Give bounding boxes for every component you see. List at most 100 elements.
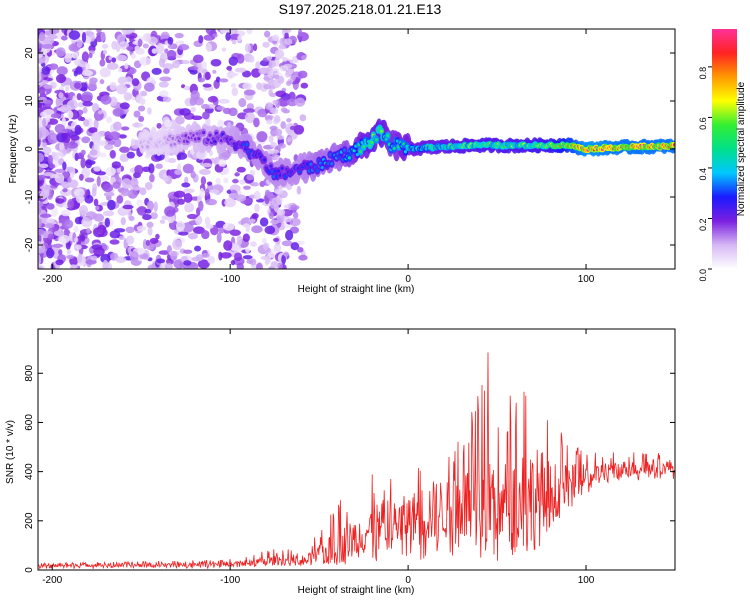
- spectrogram-noise-blob: [184, 202, 195, 213]
- colorbar: 0.0 0.2 0.4 0.6 0.8 Normalized spectral ampl…: [698, 29, 747, 282]
- spectrogram-noise-blob: [198, 200, 204, 212]
- spectrogram-noise-blob: [112, 107, 125, 117]
- spectrogram-noise-blob: [296, 185, 302, 195]
- spectrogram-ridge-core: [362, 145, 366, 149]
- spectrogram-noise-blob: [174, 115, 185, 125]
- spectrogram-noise-blob: [81, 91, 93, 102]
- spectrogram-noise-blob: [202, 111, 210, 120]
- spectrogram-noise-blob: [38, 201, 44, 207]
- spectrogram-noise-blob: [105, 167, 116, 177]
- spectrogram-noise-blob: [277, 75, 285, 84]
- spectrogram-noise-blob: [200, 176, 207, 186]
- spectrogram-noise-blob: [38, 207, 41, 215]
- spectrogram-noise-blob: [253, 43, 258, 52]
- snr-series-line: [38, 352, 675, 570]
- spectrogram-noise-blob: [236, 262, 244, 269]
- spectrogram-noise-blob: [135, 94, 144, 104]
- spectrogram-noise-blob: [230, 259, 236, 266]
- spectrogram-noise-blob: [253, 190, 261, 200]
- spectrogram-ridge-core: [370, 140, 374, 144]
- spectrogram-noise-blob: [234, 67, 247, 73]
- spectrogram-noise-blob: [234, 252, 243, 262]
- spectrogram-noise-blob: [47, 132, 59, 144]
- spectrogram-noise-blob: [280, 107, 288, 113]
- spectrogram-noise-blob: [222, 107, 232, 115]
- spectrogram-noise-blob: [199, 168, 211, 175]
- spectrogram-noise-blob: [115, 54, 128, 62]
- spectrogram-noise-blob: [93, 118, 99, 130]
- spectrogram-noise-blob: [41, 43, 54, 49]
- spectrogram-noise-blob: [155, 233, 160, 240]
- spectrogram-noise-blob: [103, 191, 115, 197]
- spectrogram-noise-blob: [281, 56, 288, 62]
- spectrogram-noise-blob: [287, 136, 293, 142]
- spectrogram-noise-blob: [145, 239, 151, 246]
- spectrogram-noise-blob: [272, 99, 279, 105]
- spectrogram-noise-blob: [105, 116, 113, 124]
- spectrogram-noise-blob: [42, 84, 54, 89]
- spectrogram-noise-blob: [301, 55, 307, 60]
- spectrogram-ridge-core: [358, 149, 363, 154]
- spectrogram-noise-blob: [200, 103, 210, 110]
- spectrogram-noise-blob: [71, 52, 79, 59]
- spectrogram-noise-blob: [299, 114, 307, 122]
- spectrogram-noise-blob: [203, 34, 215, 41]
- spectrogram-noise-blob: [222, 222, 235, 231]
- spectrogram-noise-blob: [183, 192, 193, 203]
- spectrogram-noise-blob: [164, 206, 176, 217]
- colorbar-tick-label: 0.8: [698, 67, 708, 80]
- spectrogram-noise-blob: [210, 58, 222, 67]
- spectrogram-noise-blob: [215, 76, 221, 83]
- spectrogram-noise-blob: [83, 119, 90, 127]
- spectrogram-noise-blob: [195, 254, 204, 261]
- spectrogram-noise-blob: [251, 182, 259, 187]
- spectrogram-noise-blob: [244, 112, 256, 124]
- spectrogram-noise-blob: [51, 151, 56, 158]
- spectrogram-noise-blob: [111, 161, 122, 169]
- spectrogram-noise-blob: [118, 134, 127, 139]
- spectrogram-noise-blob: [121, 126, 130, 131]
- snr-frame: [37, 328, 676, 571]
- spectrogram-noise-blob: [66, 166, 74, 173]
- spectrogram-noise-blob: [162, 63, 175, 70]
- spectrogram-noise-blob: [190, 106, 196, 113]
- spectrogram-noise-blob: [163, 175, 169, 182]
- spectrogram-noise-blob: [85, 211, 97, 220]
- spectrogram-noise-blob: [297, 70, 308, 79]
- spectrogram-noise-blob: [196, 62, 204, 72]
- spectrogram-noise-blob: [282, 29, 292, 34]
- spectrogram-noise-blob: [298, 254, 308, 261]
- spectrogram-noise-blob: [205, 198, 217, 206]
- spectrogram-noise-blob: [89, 149, 98, 156]
- spectrogram-noise-blob: [218, 98, 230, 104]
- spectrogram-noise-blob: [223, 177, 229, 184]
- spectrogram-noise-blob: [187, 232, 198, 240]
- snr-y-tick-label: 400: [24, 463, 35, 480]
- spectrogram-noise-blob: [272, 34, 280, 42]
- spectrogram-noise-blob: [142, 43, 149, 49]
- spectrogram-heatmap: [38, 29, 675, 269]
- spectrogram-noise-blob: [115, 256, 127, 263]
- spectrogram-y-tick-label: -10: [24, 189, 35, 204]
- spectrogram-noise-blob: [70, 134, 80, 141]
- spectrogram-noise-blob: [81, 32, 87, 43]
- spectrogram-noise-blob: [121, 189, 132, 197]
- spectrogram-noise-blob: [159, 76, 172, 82]
- spectrogram-noise-blob: [255, 61, 261, 71]
- spectrogram-noise-blob: [270, 142, 277, 148]
- spectrogram-ridge-core: [392, 146, 396, 150]
- spectrogram-noise-blob: [99, 152, 107, 158]
- spectrogram-noise-blob: [129, 250, 139, 262]
- spectrogram-ridge-core: [330, 162, 334, 166]
- spectrogram-noise-blob: [218, 159, 227, 167]
- spectrogram-noise-blob: [273, 237, 280, 242]
- spectrogram-noise-blob: [178, 231, 189, 236]
- spectrogram-noise-blob: [236, 235, 243, 246]
- spectrogram-noise-blob: [231, 39, 237, 45]
- spectrogram-noise-blob: [39, 191, 47, 200]
- spectrogram-noise-blob: [85, 259, 97, 265]
- spectrogram-noise-blob: [256, 82, 262, 90]
- spectrogram-noise-blob: [164, 119, 172, 128]
- spectrogram-noise-blob: [234, 172, 240, 177]
